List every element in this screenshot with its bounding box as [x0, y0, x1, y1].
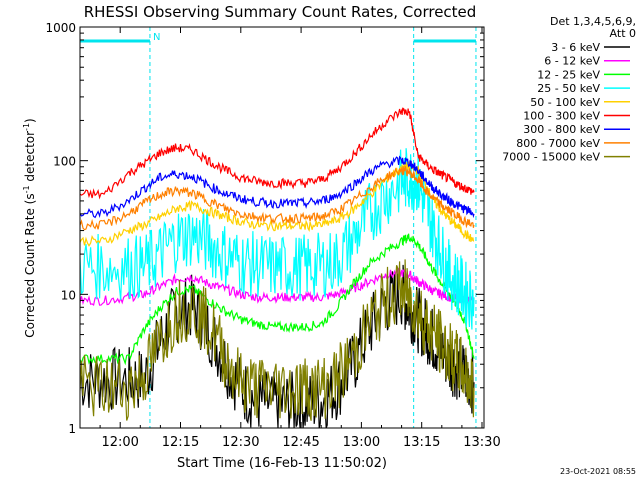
x-axis-label: Start Time (16-Feb-13 11:50:02)	[177, 456, 387, 471]
legend-label: 6 - 12 keV	[544, 55, 600, 68]
x-tick-label: 12:00	[101, 435, 138, 450]
y-axis: 1 10 100 1000	[45, 21, 484, 436]
x-tick-label: 12:45	[282, 435, 319, 450]
series-line	[80, 165, 475, 231]
x-tick-label: 13:30	[463, 435, 500, 450]
legend-header-attenuator: Att 0	[610, 27, 636, 40]
x-tick-label: 12:30	[222, 435, 259, 450]
legend-label: 25 - 50 keV	[537, 82, 600, 95]
y-axis-label: Corrected Count Rate (s-1 detector-1)	[22, 118, 37, 337]
plot-frame	[79, 26, 485, 429]
series-lines	[80, 106, 475, 428]
series-line	[80, 264, 475, 428]
chart-title: RHESSI Observing Summary Count Rates, Co…	[84, 3, 477, 21]
x-axis: 12:00 12:15 12:30 12:45 13:00 13:15 13:30	[99, 27, 501, 450]
x-tick-label: 13:00	[343, 435, 380, 450]
legend-label: 800 - 7000 keV	[516, 137, 600, 150]
series-line	[80, 148, 475, 330]
legend-header-detectors: Det 1,3,4,5,6,9,	[550, 15, 636, 28]
series-line	[80, 233, 475, 366]
series-line	[80, 267, 475, 307]
x-tick-label: 13:15	[403, 435, 440, 450]
y-tick-label: 1000	[45, 21, 76, 35]
legend-label: 7000 - 15000 keV	[502, 151, 600, 164]
night-interval-markers	[80, 27, 477, 428]
y-tick-label: 1	[68, 422, 76, 436]
y-tick-label: 10	[61, 288, 76, 302]
series-line	[80, 259, 475, 421]
legend-label: 12 - 25 keV	[537, 68, 600, 81]
x-tick-label: 12:15	[162, 435, 199, 450]
legend-label: 100 - 300 keV	[523, 110, 600, 123]
series-line	[80, 161, 475, 247]
legend-label: 3 - 6 keV	[551, 41, 600, 54]
legend-label: 50 - 100 keV	[530, 96, 600, 109]
y-tick-label: 100	[53, 155, 76, 169]
series-line	[80, 155, 475, 219]
series-line	[80, 106, 475, 200]
night-marker-label: N	[153, 32, 160, 43]
legend-label: 300 - 800 keV	[523, 123, 600, 136]
timestamp: 23-Oct-2021 08:55	[560, 467, 636, 476]
